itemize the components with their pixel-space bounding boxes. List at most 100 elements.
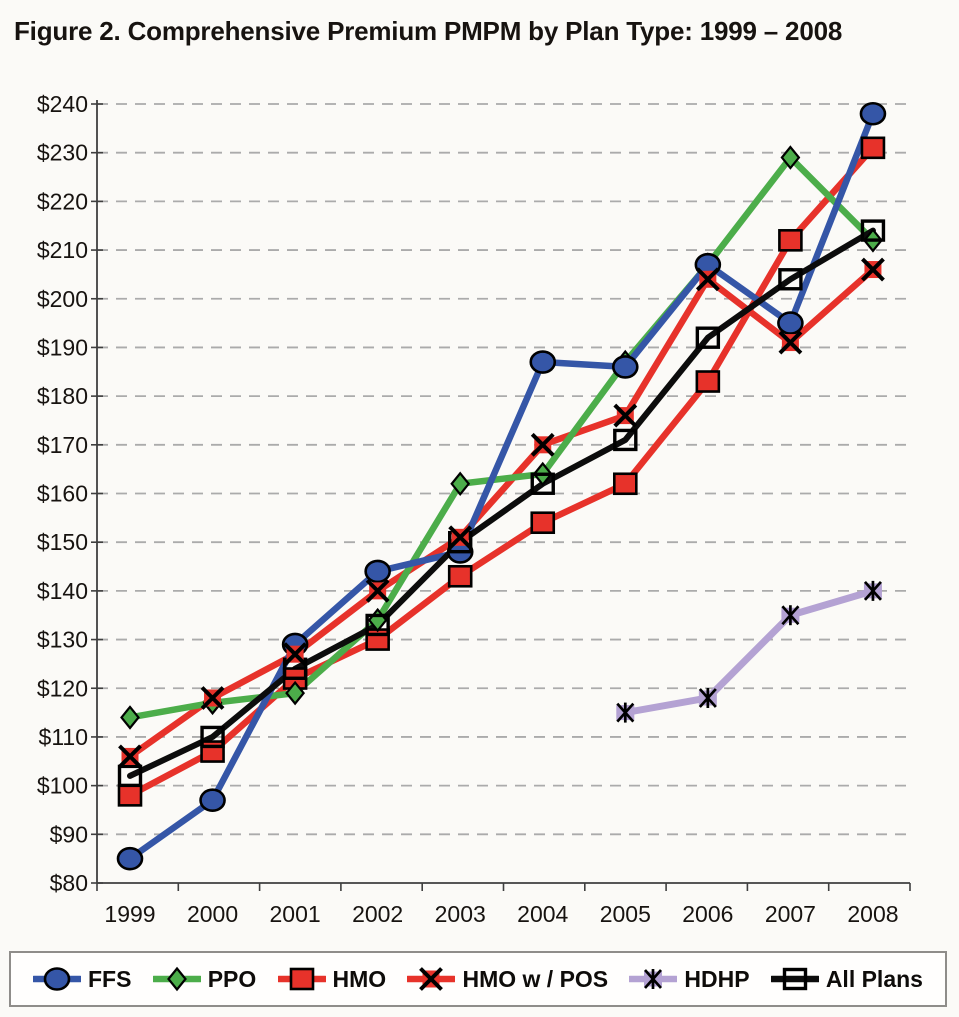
marker-ffs-2000	[199, 788, 226, 813]
marker-ppo-1999	[120, 705, 140, 730]
legend-label: FFS	[88, 965, 132, 992]
marker-ffs-2005	[611, 355, 639, 379]
marker-hdhp-2008	[863, 580, 882, 601]
marker-all-plans-2006	[695, 326, 721, 349]
marker-hmo-2006	[695, 370, 721, 393]
x-tick-label: 2004	[517, 901, 568, 927]
marker-hmo-w-pos-2008	[861, 257, 885, 282]
y-tick-label: $100	[37, 773, 88, 799]
marker-all-plans-1999	[117, 764, 143, 788]
open-square-legend-icon	[770, 967, 819, 991]
marker-ppo-2007	[780, 145, 801, 170]
x-tick-label: 2008	[847, 901, 898, 927]
x-tick-label: 2007	[765, 901, 816, 927]
legend-label: PPO	[207, 965, 257, 992]
marker-hdhp-2005	[616, 702, 635, 723]
legend-marker	[419, 967, 444, 991]
legend-marker	[289, 967, 314, 991]
marker-ppo-2001	[285, 680, 306, 706]
legend-marker	[43, 967, 71, 991]
marker-ffs-2007	[777, 311, 804, 335]
square-legend-icon	[277, 967, 326, 991]
marker-ffs-2002	[364, 559, 391, 584]
series-line-ffs	[126, 110, 877, 862]
y-tick-label: $110	[39, 724, 88, 750]
marker-hmo-w-pos-2004	[530, 432, 555, 457]
x-tick-label: 2002	[352, 901, 403, 927]
marker-hmo-2002	[365, 628, 390, 651]
marker-hmo-2000	[200, 740, 225, 763]
y-tick-label: $170	[37, 432, 88, 458]
legend-label: All Plans	[825, 965, 923, 992]
x-legend-icon	[407, 967, 456, 991]
premium-pmpm-line-chart: $80 $90 $100 $110 $120 $130 $140 $150 $160 $170 $1…	[37, 91, 911, 927]
marker-all-plans-2005	[613, 428, 638, 452]
marker-all-plans-2007	[778, 268, 803, 291]
y-tick-label: $150	[37, 529, 88, 555]
chart-title: Figure 2. Comprehensive Premium PMPM by …	[14, 16, 843, 46]
marker-hmo-w-pos-2006	[695, 267, 720, 292]
x-tick-label: 2006	[682, 901, 733, 927]
y-tick-label: $140	[37, 578, 88, 604]
diamond-legend-icon	[152, 966, 201, 992]
y-tick-label: $120	[37, 675, 88, 701]
asterisk-legend-icon	[629, 969, 678, 989]
legend-marker	[782, 967, 808, 991]
y-tick-label: $210	[37, 237, 88, 263]
marker-ffs-2008	[859, 101, 887, 126]
y-tick-label: $200	[37, 286, 88, 312]
y-tick-label: $160	[37, 481, 88, 507]
marker-hmo-1999	[117, 784, 143, 807]
marker-hmo-w-pos-1999	[118, 744, 142, 769]
marker-hdhp-2007	[781, 605, 800, 626]
marker-ppo-2003	[450, 471, 471, 497]
legend-marker	[644, 969, 663, 989]
marker-hmo-2005	[612, 472, 638, 496]
marker-hmo-w-pos-2005	[613, 403, 638, 428]
marker-hmo-2003	[447, 564, 473, 588]
marker-hmo-2008	[860, 136, 886, 160]
legend-item-hmo: HMO	[277, 965, 387, 993]
y-tick-label: $90	[50, 821, 88, 847]
marker-hmo-w-pos-2002	[365, 578, 390, 603]
y-tick-label: $130	[37, 627, 88, 653]
series-line-all-plans	[127, 227, 876, 779]
x-tick-label: 1999	[104, 901, 155, 927]
y-tick-label: $180	[37, 383, 88, 409]
legend-label: HMO w / POS	[462, 965, 609, 992]
series-line-ppo	[126, 154, 877, 721]
marker-ffs-1999	[116, 846, 144, 871]
series-line-hdhp	[621, 587, 877, 717]
legend-item-ffs: FFS	[33, 965, 131, 993]
marker-all-plans-2000	[200, 725, 225, 749]
y-tick-label: $190	[37, 334, 88, 360]
chart-legend: FFS PPO HMO HMO w / POS HDHP All Plans	[9, 951, 947, 1007]
y-tick-label: $240	[37, 91, 88, 117]
legend-item-ppo: PPO	[152, 965, 257, 993]
marker-hmo-w-pos-2007	[778, 330, 803, 355]
y-tick-label: $80	[50, 870, 88, 896]
marker-hmo-w-pos-2003	[448, 525, 473, 550]
x-tick-label: 2005	[600, 901, 651, 927]
x-tick-label: 2001	[270, 901, 321, 927]
legend-item-hmo-w-pos: HMO w / POS	[407, 965, 608, 993]
legend-label: HMO	[332, 965, 387, 992]
marker-hmo-w-pos-2001	[283, 642, 308, 667]
marker-ffs-2004	[529, 350, 557, 374]
marker-all-plans-2008	[860, 219, 886, 242]
x-tick-label: 2000	[187, 901, 238, 927]
legend-marker	[166, 966, 187, 992]
circle-legend-icon	[33, 967, 81, 991]
marker-all-plans-2004	[530, 472, 555, 495]
marker-all-plans-2002	[365, 613, 390, 637]
marker-hmo-2007	[778, 229, 803, 252]
marker-hmo-2004	[530, 511, 556, 535]
x-tick-label: 2003	[435, 901, 486, 927]
y-tick-label: $220	[37, 188, 88, 214]
legend-item-hdhp: HDHP	[629, 965, 750, 993]
legend-label: HDHP	[684, 965, 750, 992]
marker-hdhp-2006	[698, 687, 717, 708]
legend-item-all-plans: All Plans	[770, 965, 923, 993]
marker-hmo-w-pos-2000	[200, 686, 225, 710]
y-tick-label: $230	[37, 140, 88, 166]
